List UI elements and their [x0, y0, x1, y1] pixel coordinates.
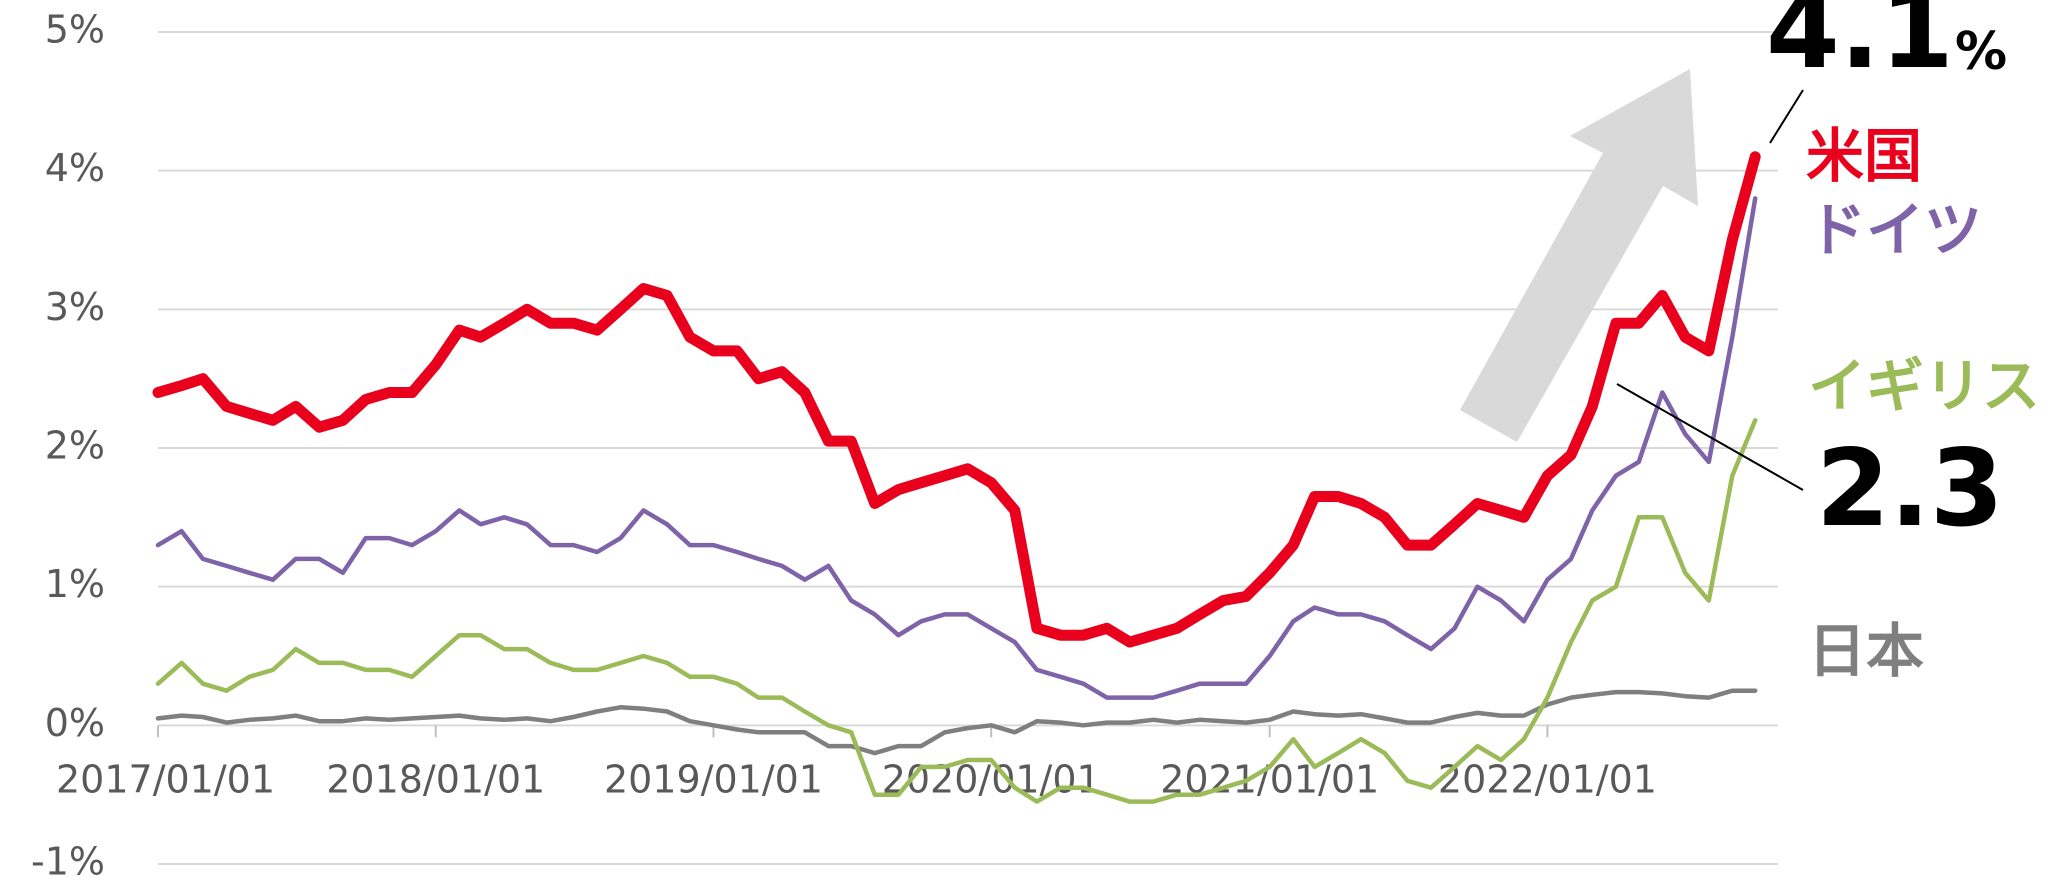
lines	[152, 151, 1761, 804]
leader-line	[1616, 383, 1804, 491]
x-tick-label: 2020/01/01	[882, 758, 1101, 802]
y-tick-label: -1%	[31, 840, 105, 882]
series-line	[155, 688, 1758, 756]
series-line	[155, 196, 1758, 700]
y-tick-label: 5%	[45, 8, 105, 52]
series-label: 米国	[1806, 122, 1922, 190]
y-tick-label: 1%	[45, 562, 105, 606]
x-tick-label: 2019/01/01	[604, 758, 823, 802]
series-label: 日本	[1808, 617, 1924, 685]
annotation: 2.3	[1816, 427, 2004, 550]
leader-line	[1769, 89, 1804, 144]
series-label: ドイツ	[1808, 196, 1982, 264]
series-line	[152, 151, 1761, 648]
trend-arrow	[1460, 69, 1698, 442]
x-tick-label: 2022/01/01	[1438, 758, 1657, 802]
y-tick-label: 2%	[45, 424, 105, 468]
y-tick-label: 0%	[45, 701, 105, 745]
x-tick-label: 2017/01/01	[56, 758, 275, 802]
series-label: イギリス	[1808, 352, 2040, 420]
annotation: %	[1955, 22, 2007, 82]
series-line	[155, 418, 1758, 804]
grid: -1% 0% 1% 2% 3% 4% 5% 2017/01/01 2018/01/01 2019/…	[31, 8, 1778, 882]
x-tick-label: 2018/01/01	[326, 758, 545, 802]
annotation: 4.1	[1766, 0, 1954, 92]
y-tick-label: 3%	[45, 285, 105, 329]
y-tick-label: 4%	[45, 146, 105, 190]
